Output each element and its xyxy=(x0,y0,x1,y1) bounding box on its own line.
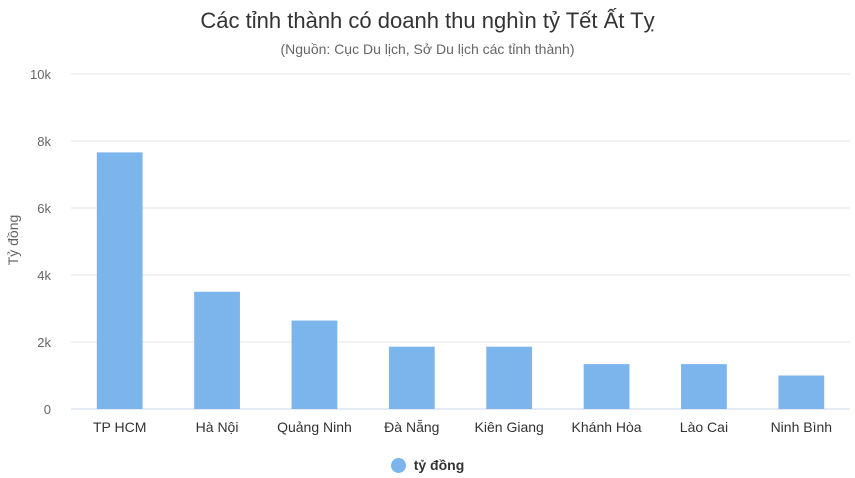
x-tick-label: Quảng Ninh xyxy=(277,419,352,435)
y-tick-label: 2k xyxy=(37,335,51,350)
bar xyxy=(388,346,435,409)
y-axis-label: Tỷ đồng xyxy=(5,214,21,266)
bar xyxy=(778,375,825,409)
x-tick-label: Hà Nội xyxy=(196,419,239,435)
bar xyxy=(291,320,338,409)
x-tick-label: Đà Nẵng xyxy=(384,419,439,435)
y-tick-label: 6k xyxy=(37,201,51,216)
bar xyxy=(486,346,533,409)
bar xyxy=(681,364,727,409)
y-tick-label: 0 xyxy=(44,402,51,417)
legend[interactable]: tỷ đồng xyxy=(0,457,855,473)
y-tick-label: 4k xyxy=(37,268,51,283)
y-tick-label: 8k xyxy=(37,134,51,149)
y-tick-label: 10k xyxy=(30,67,51,82)
bar xyxy=(194,291,240,409)
legend-swatch xyxy=(390,457,406,473)
x-tick-label: Lào Cai xyxy=(680,419,728,435)
bar xyxy=(96,152,143,409)
bar xyxy=(583,364,630,409)
x-tick-label: TP HCM xyxy=(93,419,146,435)
x-tick-label: Khánh Hòa xyxy=(572,419,642,435)
x-tick-label: Kiên Giang xyxy=(475,419,544,435)
x-tick-label: Ninh Bình xyxy=(771,419,832,435)
chart-subtitle: (Nguồn: Cục Du lịch, Sở Du lịch các tỉnh… xyxy=(280,41,575,57)
chart-title: Các tỉnh thành có doanh thu nghìn tỷ Tết… xyxy=(200,8,655,33)
legend-label[interactable]: tỷ đồng xyxy=(413,457,465,473)
